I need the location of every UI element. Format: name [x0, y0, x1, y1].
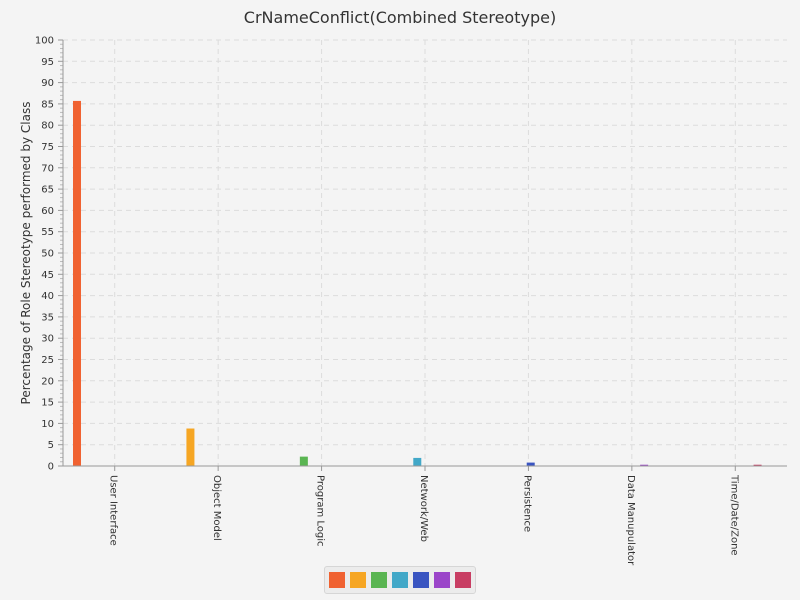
y-tick-label: 100 [35, 36, 54, 47]
bar [413, 457, 422, 466]
x-category-label: Time/Date/Zone [728, 474, 739, 556]
y-tick-label: 55 [41, 227, 54, 238]
y-tick-label: 0 [48, 462, 54, 473]
legend-swatch [392, 572, 408, 588]
legend-swatch [413, 572, 429, 588]
y-tick-label: 85 [41, 99, 54, 110]
bar [526, 462, 535, 466]
bar [753, 464, 762, 466]
y-tick-label: 75 [41, 142, 54, 153]
y-tick-label: 15 [41, 398, 54, 409]
x-category-label: User Interface [108, 475, 119, 546]
y-tick-label: 30 [41, 334, 54, 345]
axes [62, 40, 787, 467]
y-tick-label: 20 [41, 376, 54, 387]
y-tick-label: 10 [41, 419, 54, 430]
y-tick-label: 25 [41, 355, 54, 366]
y-tick-label: 35 [41, 312, 54, 323]
legend-swatch [371, 572, 387, 588]
grid-lines [63, 39, 787, 466]
bars [73, 100, 762, 466]
x-category-label: Object Model [211, 475, 222, 541]
legend-swatch [329, 572, 345, 588]
y-tick-label: 45 [41, 270, 54, 281]
y-tick-label: 95 [41, 57, 54, 68]
y-tick-label: 90 [41, 78, 54, 89]
y-tick-label: 60 [41, 206, 54, 217]
y-axis-label: Percentage of Role Stereotype performed … [19, 102, 33, 405]
chart-title: CrNameConflict(Combined Stereotype) [244, 8, 556, 27]
y-tick-label: 70 [41, 163, 54, 174]
bar [299, 456, 308, 466]
y-axis-ticks: 0 5 10 15 20 25 30 35 40 45 50 55 60 65 70 75 80 85 90 95 10… [35, 36, 63, 473]
legend-swatch [455, 572, 471, 588]
x-category-label: Network/Web [418, 475, 429, 542]
y-tick-label: 5 [48, 440, 54, 451]
y-tick-label: 40 [41, 291, 54, 302]
x-category-label: Persistence [521, 475, 532, 532]
y-tick-label: 50 [41, 249, 54, 260]
legend [324, 566, 476, 594]
bar [73, 100, 81, 466]
y-tick-label: 80 [41, 121, 54, 132]
y-tick-label: 65 [41, 185, 54, 196]
bar [186, 428, 195, 466]
legend-swatch [350, 572, 366, 588]
legend-swatch [434, 572, 450, 588]
x-category-label: Program Logic [315, 475, 326, 547]
bar [640, 464, 649, 466]
x-axis-categories: User Interface Object Model Program Logic N… [108, 466, 739, 566]
x-category-label: Data Manupulator [625, 475, 636, 566]
